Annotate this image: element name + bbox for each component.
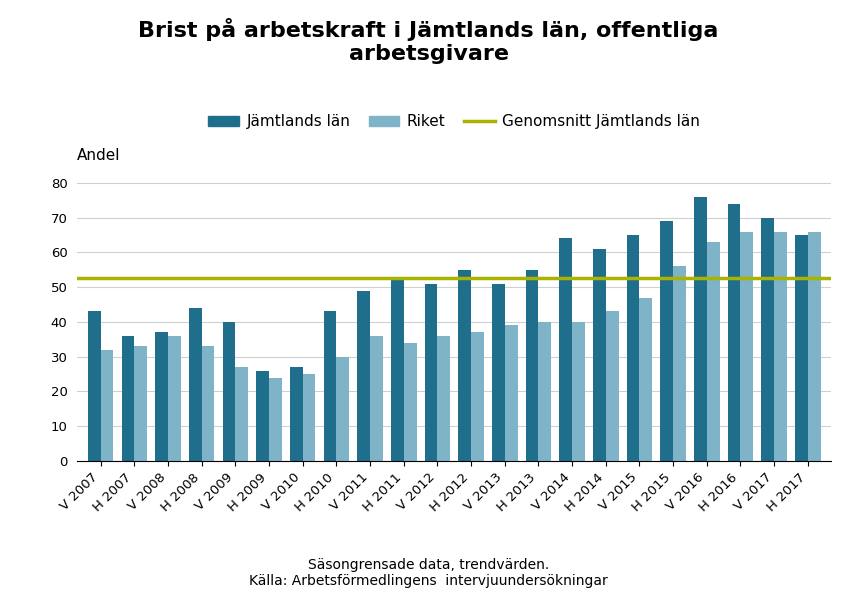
Bar: [303, 374, 315, 461]
Bar: [505, 326, 518, 461]
Bar: [525, 269, 538, 461]
Bar: [189, 308, 201, 461]
Bar: [256, 371, 269, 461]
Text: Andel: Andel: [77, 148, 121, 163]
Bar: [538, 322, 551, 461]
Bar: [88, 311, 100, 461]
Text: Brist på arbetskraft i Jämtlands län, offentliga
arbetsgivare: Brist på arbetskraft i Jämtlands län, of…: [138, 18, 719, 64]
Bar: [404, 343, 417, 461]
Bar: [572, 322, 584, 461]
Bar: [807, 232, 820, 461]
Bar: [122, 336, 135, 461]
Bar: [673, 267, 686, 461]
Bar: [437, 336, 450, 461]
Bar: [336, 357, 349, 461]
Bar: [707, 242, 720, 461]
Bar: [269, 378, 282, 461]
Bar: [471, 332, 484, 461]
Bar: [357, 291, 370, 461]
Bar: [694, 197, 707, 461]
Bar: [223, 322, 236, 461]
Bar: [236, 367, 249, 461]
Bar: [424, 284, 437, 461]
Bar: [391, 277, 404, 461]
Bar: [593, 249, 606, 461]
Bar: [370, 336, 383, 461]
Bar: [290, 367, 303, 461]
Bar: [740, 232, 753, 461]
Bar: [155, 332, 168, 461]
Bar: [100, 350, 113, 461]
Bar: [135, 346, 147, 461]
Legend: Jämtlands län, Riket, Genomsnitt Jämtlands län: Jämtlands län, Riket, Genomsnitt Jämtlan…: [202, 108, 706, 135]
Bar: [458, 269, 471, 461]
Bar: [606, 311, 619, 461]
Bar: [201, 346, 214, 461]
Text: Säsongrensade data, trendvärden.
Källa: Arbetsförmedlingens  intervjuundersöknin: Säsongrensade data, trendvärden. Källa: …: [249, 558, 608, 588]
Bar: [168, 336, 181, 461]
Bar: [639, 298, 652, 461]
Bar: [492, 284, 505, 461]
Bar: [761, 217, 774, 461]
Bar: [795, 235, 807, 461]
Bar: [774, 232, 787, 461]
Bar: [660, 221, 673, 461]
Bar: [728, 204, 740, 461]
Bar: [324, 311, 336, 461]
Bar: [626, 235, 639, 461]
Bar: [560, 239, 572, 461]
